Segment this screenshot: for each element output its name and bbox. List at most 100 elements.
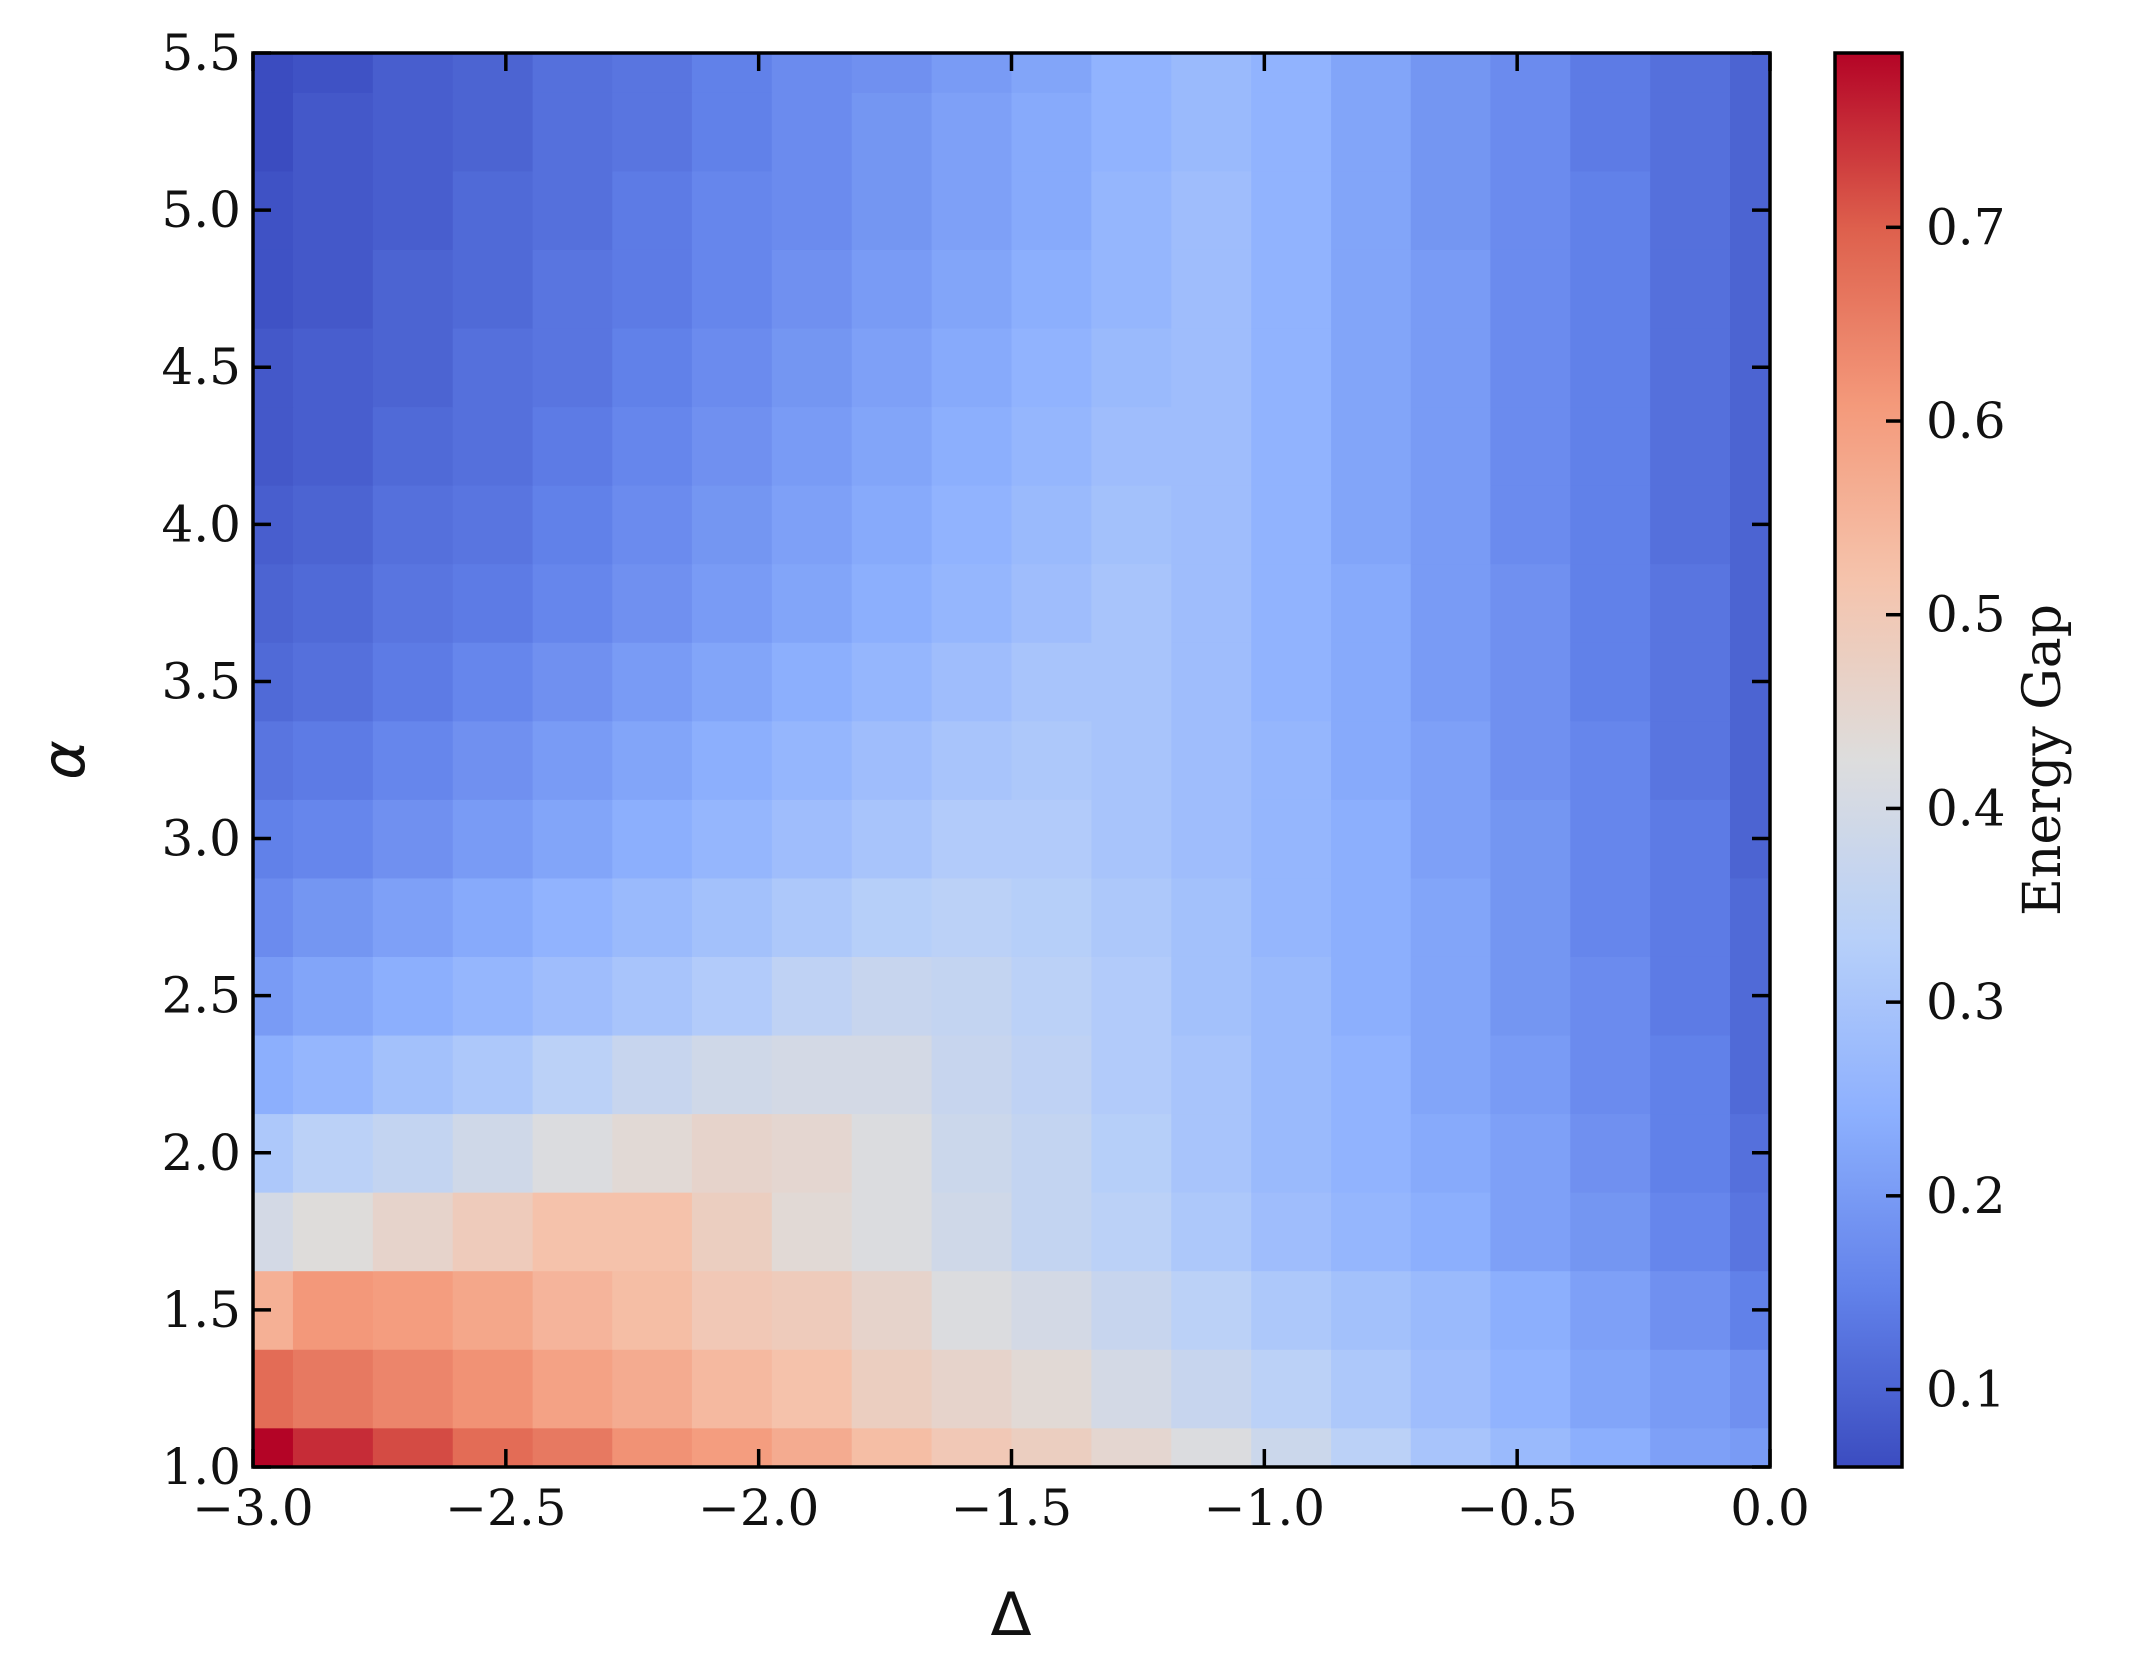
heatmap-cell: [612, 799, 693, 879]
y-tick-label: 1.0: [161, 1438, 241, 1496]
x-axis-label: Δ: [990, 1580, 1031, 1650]
heatmap-cell: [1490, 799, 1571, 879]
heatmap-cell: [691, 92, 773, 172]
colorbar: [1835, 53, 1902, 1467]
heatmap-cell: [1650, 720, 1731, 800]
heatmap-cell: [1410, 327, 1491, 408]
heatmap-cell: [771, 92, 853, 172]
heatmap-cell: [1570, 92, 1651, 172]
heatmap-cell: [1251, 1113, 1332, 1193]
heatmap-cell: [1331, 53, 1412, 93]
heatmap-cell: [1331, 485, 1412, 565]
heatmap-cell: [1410, 1034, 1491, 1115]
heatmap-cell: [1730, 1192, 1770, 1272]
heatmap-cell: [931, 485, 1013, 565]
y-tick-label: 4.0: [161, 495, 241, 553]
heatmap-cell: [1091, 53, 1172, 93]
heatmap-cell: [452, 877, 534, 957]
heatmap-cell: [292, 1270, 374, 1350]
heatmap-cell: [851, 249, 933, 329]
heatmap-cell: [1011, 1270, 1092, 1350]
heatmap-cell: [1490, 406, 1571, 486]
heatmap-cell: [372, 92, 454, 172]
heatmap-cell: [612, 53, 693, 93]
heatmap-cell: [851, 53, 933, 93]
heatmap-cell: [1490, 327, 1571, 408]
heatmap-cell: [1650, 1113, 1731, 1193]
plot-ticks: −3.0 −2.5 −2.0 −1.5 −1.0 −0.5 0.0 1.0 1.5 2.0 2.5 3…: [161, 24, 1809, 1537]
heatmap-cell: [931, 327, 1013, 408]
heatmap-cell: [1251, 642, 1332, 722]
heatmap-cell: [292, 720, 374, 800]
heatmap-cell: [1011, 92, 1092, 172]
heatmap-cell: [532, 170, 613, 250]
heatmap-cell: [1251, 249, 1332, 329]
heatmap-cell: [532, 877, 613, 957]
heatmap-cell: [1011, 1192, 1092, 1272]
heatmap-cell: [1650, 877, 1731, 957]
heatmap-cell: [1410, 92, 1491, 172]
x-tick-label: −3.0: [192, 1479, 313, 1537]
heatmap-cell: [1490, 1427, 1571, 1467]
heatmap-cell: [1011, 327, 1092, 408]
heatmap-cell: [292, 1349, 374, 1429]
heatmap-cell: [253, 406, 294, 486]
heatmap-cell: [532, 53, 613, 93]
heatmap-cell: [612, 1192, 693, 1272]
heatmap-cell: [532, 485, 613, 565]
heatmap-cell: [851, 1113, 933, 1193]
heatmap-cell: [372, 249, 454, 329]
heatmap-cell: [1570, 1113, 1651, 1193]
heatmap-cell: [1251, 799, 1332, 879]
heatmap-cell: [1171, 956, 1252, 1036]
heatmap-cell: [612, 249, 693, 329]
heatmap-cell: [292, 170, 374, 250]
heatmap-cell: [532, 327, 613, 408]
heatmap-cell: [532, 720, 613, 800]
heatmap-cell: [372, 485, 454, 565]
heatmap-cell: [851, 170, 933, 250]
heatmap-cell: [771, 1427, 853, 1467]
heatmap-cell: [931, 720, 1013, 800]
heatmap-cell: [452, 249, 534, 329]
heatmap-cell: [1650, 327, 1731, 408]
heatmap-cell: [851, 327, 933, 408]
heatmap-cell: [372, 53, 454, 93]
heatmap-cell: [1171, 720, 1252, 800]
heatmap-cell: [1331, 1113, 1412, 1193]
heatmap-cell: [1410, 877, 1491, 957]
colorbar-tick-label: 0.3: [1926, 973, 2006, 1031]
heatmap-cell: [612, 92, 693, 172]
heatmap-cell: [253, 563, 294, 643]
heatmap-cell: [1091, 720, 1172, 800]
colorbar-tick-label: 0.7: [1926, 198, 2006, 256]
heatmap-cell: [1091, 799, 1172, 879]
heatmap-cell: [372, 1113, 454, 1193]
heatmap-cell: [1410, 170, 1491, 250]
heatmap-cell: [1091, 956, 1172, 1036]
heatmap-cell: [1171, 1192, 1252, 1272]
heatmap-cell: [612, 720, 693, 800]
heatmap-cell: [1490, 92, 1571, 172]
heatmap-cell: [1011, 1349, 1092, 1429]
heatmap-cell: [1650, 170, 1731, 250]
heatmap-cell: [1251, 485, 1332, 565]
heatmap-cell: [452, 642, 534, 722]
y-tick-label: 3.5: [161, 652, 241, 710]
heatmap-cell: [1570, 1349, 1651, 1429]
heatmap-cell: [1171, 327, 1252, 408]
heatmap-cell: [851, 642, 933, 722]
heatmap-cell: [1730, 720, 1770, 800]
heatmap-cell: [292, 92, 374, 172]
heatmap-cell: [1011, 956, 1092, 1036]
heatmap-cell: [1410, 1270, 1491, 1350]
heatmap-cell: [292, 327, 374, 408]
heatmap-cell: [1570, 406, 1651, 486]
heatmap-cell: [1490, 1270, 1571, 1350]
heatmap-cell: [771, 642, 853, 722]
heatmap-cell: [1331, 1349, 1412, 1429]
heatmap-cell: [691, 563, 773, 643]
heatmap-cell: [532, 92, 613, 172]
heatmap-cell: [612, 485, 693, 565]
colorbar-tick-label: 0.4: [1926, 779, 2006, 837]
